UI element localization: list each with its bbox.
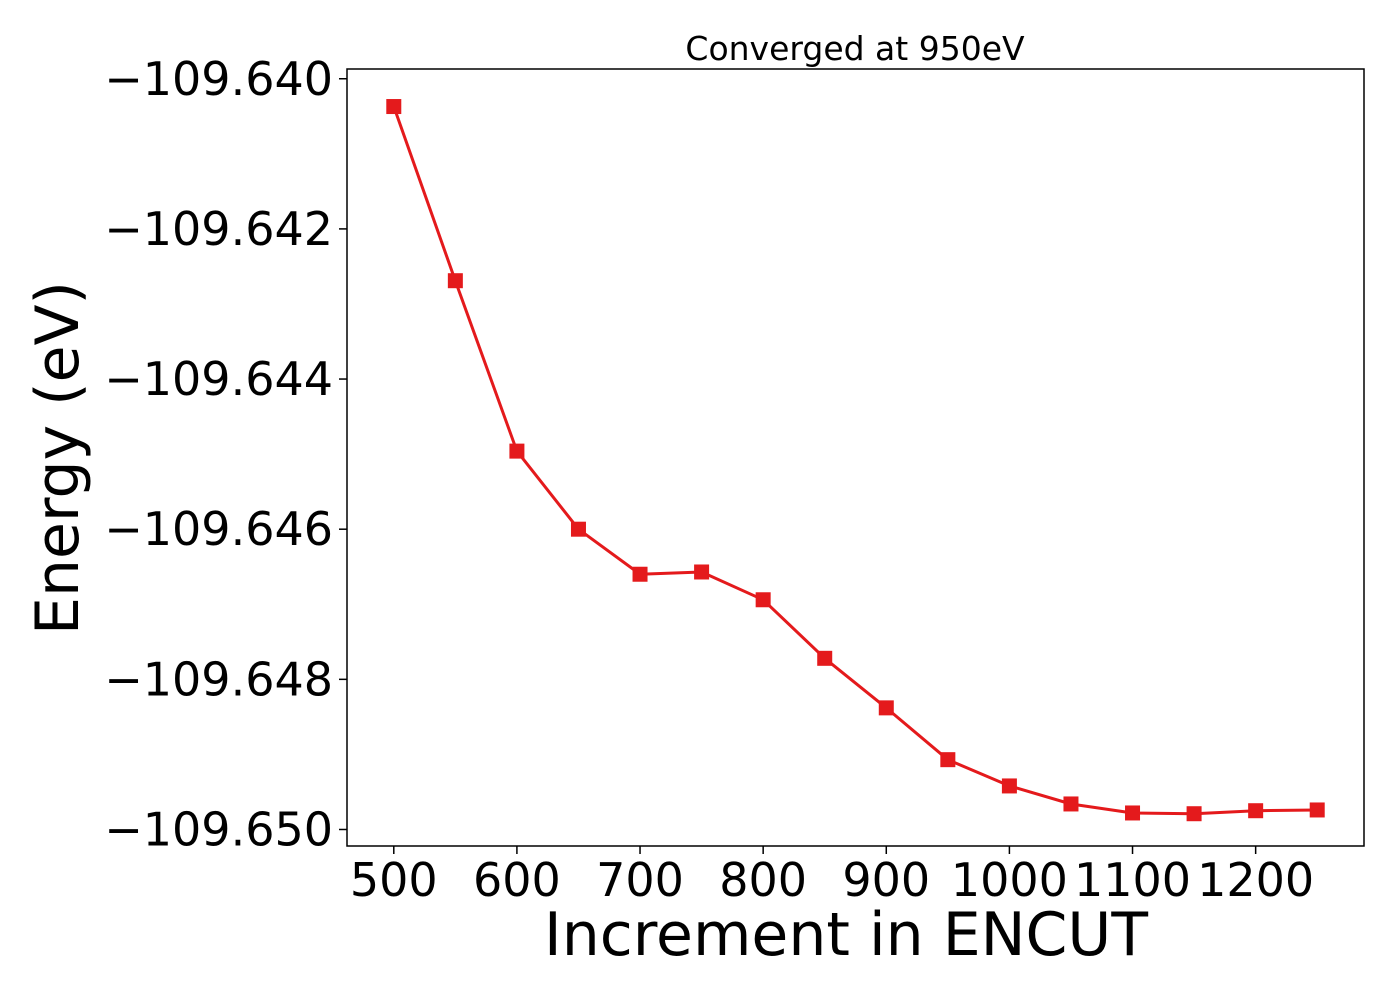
data-point-marker — [940, 752, 956, 768]
data-point-marker — [509, 443, 525, 459]
y-tick-label: −109.644 — [104, 352, 333, 406]
x-axis-title: Increment in ENCUT — [544, 900, 1148, 970]
data-point-marker — [1248, 803, 1264, 819]
y-tick-label: −109.650 — [104, 802, 333, 856]
data-point-marker — [1125, 805, 1141, 821]
x-tick-label: 500 — [350, 853, 438, 907]
x-tick-label: 1100 — [1074, 853, 1191, 907]
y-tick-label: −109.646 — [104, 502, 333, 556]
x-tick-label: 700 — [596, 853, 684, 907]
data-point-marker — [817, 650, 833, 666]
data-point-marker — [1001, 778, 1017, 794]
data-point-marker — [386, 99, 402, 115]
data-point-marker — [447, 273, 463, 289]
series-layer — [386, 99, 1325, 822]
plot-frame — [346, 68, 1365, 847]
data-point-marker — [1309, 802, 1325, 818]
y-tick-label: −109.642 — [104, 202, 333, 256]
data-point-marker — [878, 700, 894, 716]
x-tick-label: 1000 — [951, 853, 1068, 907]
data-point-marker — [1186, 806, 1202, 822]
chart-title: Converged at 950eV — [685, 29, 1025, 68]
axis-ticks: 500 600 700 800 900 1000 1100 1200 −109.640 −109.… — [104, 52, 1314, 907]
x-tick-label: 600 — [473, 853, 561, 907]
x-tick-label: 1200 — [1197, 853, 1314, 907]
y-axis-title: Energy (eV) — [23, 281, 93, 635]
data-point-marker — [694, 564, 710, 580]
data-point-marker — [755, 592, 771, 608]
data-point-marker — [632, 566, 648, 582]
plot-background — [347, 69, 1364, 846]
x-tick-label: 900 — [842, 853, 930, 907]
series-line — [392, 106, 1318, 816]
y-tick-label: −109.640 — [104, 52, 333, 106]
y-tick-label: −109.648 — [104, 652, 333, 706]
data-point-marker — [1063, 796, 1079, 812]
data-point-marker — [570, 521, 586, 537]
x-tick-label: 800 — [719, 853, 807, 907]
